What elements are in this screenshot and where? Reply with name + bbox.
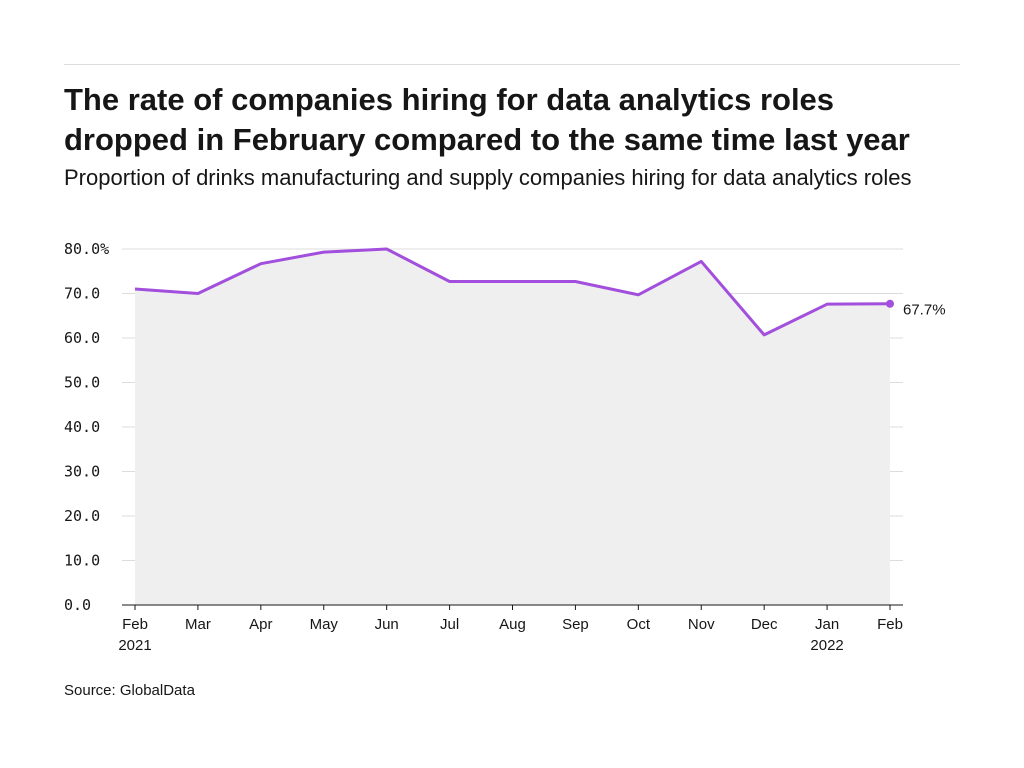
x-tick-label: Apr (249, 616, 272, 633)
y-axis-ticks: 0.0 10.0 20.0 30.0 40.0 50.0 60.0 70.0 80.0% (64, 240, 109, 614)
x-tick-label: Jan (815, 616, 839, 633)
end-value-label: 67.7% (903, 302, 946, 319)
y-tick-label: 70.0 (64, 285, 100, 303)
x-year-label: 2022 (810, 637, 843, 654)
y-tick-label: 80.0% (64, 240, 109, 258)
chart-title: The rate of companies hiring for data an… (64, 82, 910, 157)
x-year-label: 2021 (118, 637, 151, 654)
series-line (134, 247, 891, 337)
y-tick-label: 50.0 (64, 374, 100, 392)
x-tick-label: Jul (440, 616, 459, 633)
x-tick-label: Nov (688, 616, 715, 633)
x-tick-label: Jun (375, 616, 399, 633)
x-tick-label: Dec (751, 616, 778, 633)
y-tick-label: 40.0 (64, 418, 100, 436)
x-tick-label: May (310, 616, 339, 633)
chart-subtitle: Proportion of drinks manufacturing and s… (64, 165, 912, 190)
y-tick-label: 20.0 (64, 507, 100, 525)
x-tick-label: Sep (562, 616, 589, 633)
x-axis-ticks: Feb 2021 Mar Apr May Jun Jul Aug Sep Oct Nov Dec Jan… (118, 605, 903, 654)
x-tick-label: Aug (499, 616, 526, 633)
top-divider (64, 64, 960, 65)
area-fill (135, 249, 890, 605)
x-tick-label: Feb (877, 616, 903, 633)
y-tick-label: 0.0 (64, 596, 91, 614)
source-note: Source: GlobalData (64, 682, 195, 699)
x-tick-label: Feb (122, 616, 148, 633)
y-tick-label: 60.0 (64, 329, 100, 347)
line-chart: 67.7% 0.0 10.0 20.0 30.0 40.0 50.0 60.0 70.0 80.… (64, 240, 946, 654)
y-tick-label: 10.0 (64, 552, 100, 570)
end-point-marker[interactable] (886, 299, 894, 308)
x-tick-label: Mar (185, 616, 211, 633)
y-tick-label: 30.0 (64, 463, 100, 481)
x-tick-label: Oct (627, 616, 651, 633)
